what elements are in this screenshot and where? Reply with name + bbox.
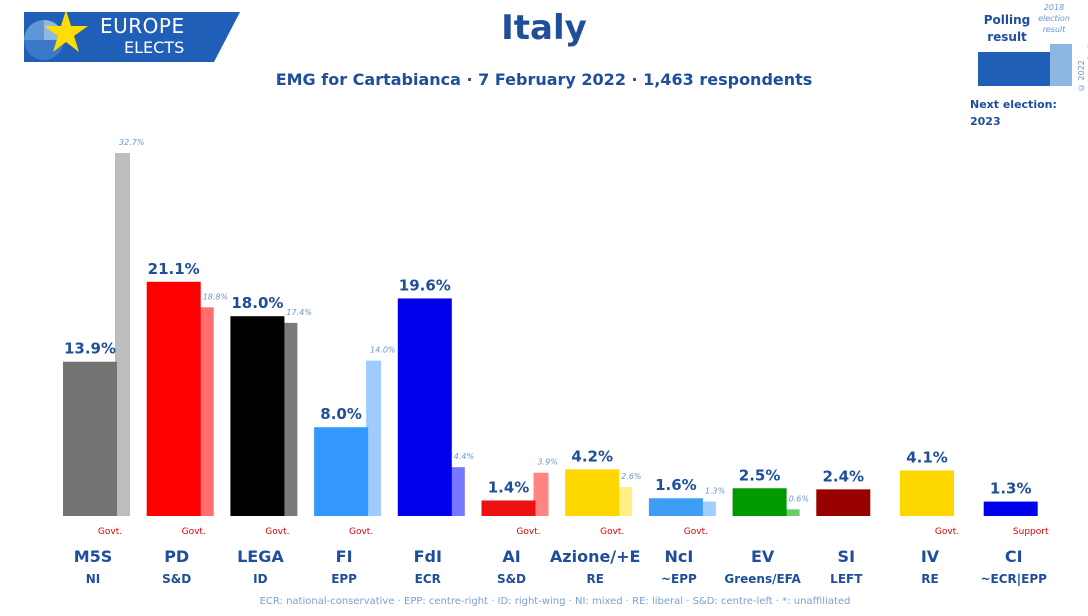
election-label-ai: 3.9% (538, 458, 558, 467)
poll-bar-azione-e (565, 469, 620, 516)
poll-bar-ai (481, 500, 536, 516)
status-label-iv: Govt. (935, 527, 959, 537)
election-label-azione-e: 2.6% (621, 472, 641, 481)
party-group-azione-e: RE (586, 572, 603, 586)
next-election-line2: 2023 (970, 115, 1001, 128)
legend-polling-line2: result (987, 30, 1027, 44)
party-name-fi: FI (336, 547, 353, 566)
party-group-m5s: NI (86, 572, 101, 586)
party-group-pd: S&D (162, 572, 191, 586)
legend-election-swatch (1050, 44, 1072, 86)
election-bar-pd (198, 307, 214, 516)
party-group-si: LEFT (830, 572, 863, 586)
logo-text-elects: ELECTS (124, 38, 185, 57)
party-name-ai: AI (502, 547, 520, 566)
status-label-pd: Govt. (182, 527, 206, 537)
poll-label-ev: 2.5% (739, 466, 781, 484)
election-label-m5s: 32.7% (119, 138, 144, 147)
group-footnote: ECR: national-conservative · EPP: centre… (259, 596, 851, 607)
status-label-ci: Support (1013, 527, 1049, 537)
legend-polling-line1: Polling (983, 13, 1031, 27)
legend-election-line1: 2018 (1043, 3, 1065, 12)
party-name-nci: NcI (664, 547, 693, 566)
party-name-pd: PD (164, 547, 189, 566)
poll-label-lega: 18.0% (231, 294, 283, 312)
party-group-fi: EPP (331, 572, 357, 586)
logo-block: EUROPE ELECTS (24, 12, 240, 62)
election-bar-ai (533, 472, 549, 516)
legend-election-label: 2018 election result (1034, 2, 1074, 35)
chart-title: Italy (501, 8, 587, 48)
poll-label-pd: 21.1% (148, 260, 200, 278)
election-bar-nci (700, 501, 716, 516)
party-name-azione-e: Azione/+E (550, 547, 641, 566)
party-name-lega: LEGA (237, 547, 284, 566)
poll-bar-m5s (63, 361, 117, 516)
election-label-pd: 18.8% (203, 292, 228, 301)
election-label-ev: 0.6% (789, 494, 809, 503)
poll-bar-iv (900, 470, 954, 516)
poll-bar-nci (648, 498, 703, 516)
poll-label-nci: 1.6% (655, 476, 697, 494)
status-label-m5s: Govt. (98, 527, 122, 537)
status-label-fi: Govt. (349, 527, 373, 537)
poll-bar-fi (314, 427, 369, 516)
poll-label-m5s: 13.9% (64, 340, 116, 358)
legend-election-line2: election (1038, 14, 1070, 23)
election-label-fdi: 4.4% (454, 452, 474, 461)
party-group-lega: ID (253, 572, 267, 586)
party-group-iv: RE (921, 572, 938, 586)
election-bar-lega (282, 322, 298, 516)
election-bar-fi (366, 360, 382, 516)
party-group-nci: ~EPP (661, 572, 697, 586)
party-group-ev: Greens/EFA (724, 572, 801, 586)
legend-polling-swatch (978, 52, 1050, 86)
next-election-label: Next election: 2023 (970, 96, 1057, 130)
logo-text-europe: EUROPE (100, 14, 185, 38)
party-name-m5s: M5S (74, 547, 113, 566)
poll-bar-fdi (397, 298, 452, 516)
party-name-fdi: FdI (414, 547, 442, 566)
legend-polling-label: Polling result (982, 12, 1032, 46)
election-bar-azione-e (617, 487, 633, 516)
election-bar-ev (784, 509, 800, 516)
party-name-ev: EV (751, 547, 775, 566)
europe-elects-logo (24, 10, 240, 62)
poll-label-azione-e: 4.2% (571, 447, 613, 465)
poll-label-fi: 8.0% (320, 405, 362, 423)
poll-bar-lega (230, 316, 285, 516)
election-label-lega: 17.4% (286, 308, 311, 317)
star-icon (44, 10, 88, 52)
next-election-line1: Next election: (970, 98, 1057, 111)
poll-bar-ci (983, 501, 1038, 516)
status-label-ai: Govt. (516, 527, 540, 537)
status-label-nci: Govt. (684, 527, 708, 537)
election-label-fi: 14.0% (370, 346, 395, 355)
status-label-lega: Govt. (265, 527, 289, 537)
poll-label-iv: 4.1% (906, 448, 948, 466)
poll-bar-pd (146, 281, 201, 516)
poll-label-fdi: 19.6% (399, 276, 451, 294)
party-name-iv: IV (921, 547, 940, 566)
party-name-ci: CI (1005, 547, 1023, 566)
party-group-ci: ~ECR|EPP (980, 572, 1047, 586)
status-label-azione-e: Govt. (600, 527, 624, 537)
legend-election-line3: result (1042, 25, 1066, 34)
poll-label-ai: 1.4% (488, 478, 530, 496)
party-group-ai: S&D (497, 572, 526, 586)
election-bar-fdi (449, 467, 465, 516)
party-name-si: SI (838, 547, 855, 566)
chart-subtitle: EMG for Cartabianca · 7 February 2022 · … (275, 70, 813, 89)
poll-bar-ev (732, 488, 787, 516)
poll-label-si: 2.4% (822, 467, 864, 485)
poll-bar-si (816, 489, 871, 516)
election-bar-m5s (115, 153, 130, 516)
copyright-text: © 2022 europeelects (1077, 40, 1088, 92)
party-group-fdi: ECR (415, 572, 441, 586)
election-label-nci: 1.3% (705, 487, 725, 496)
poll-label-ci: 1.3% (990, 480, 1032, 498)
